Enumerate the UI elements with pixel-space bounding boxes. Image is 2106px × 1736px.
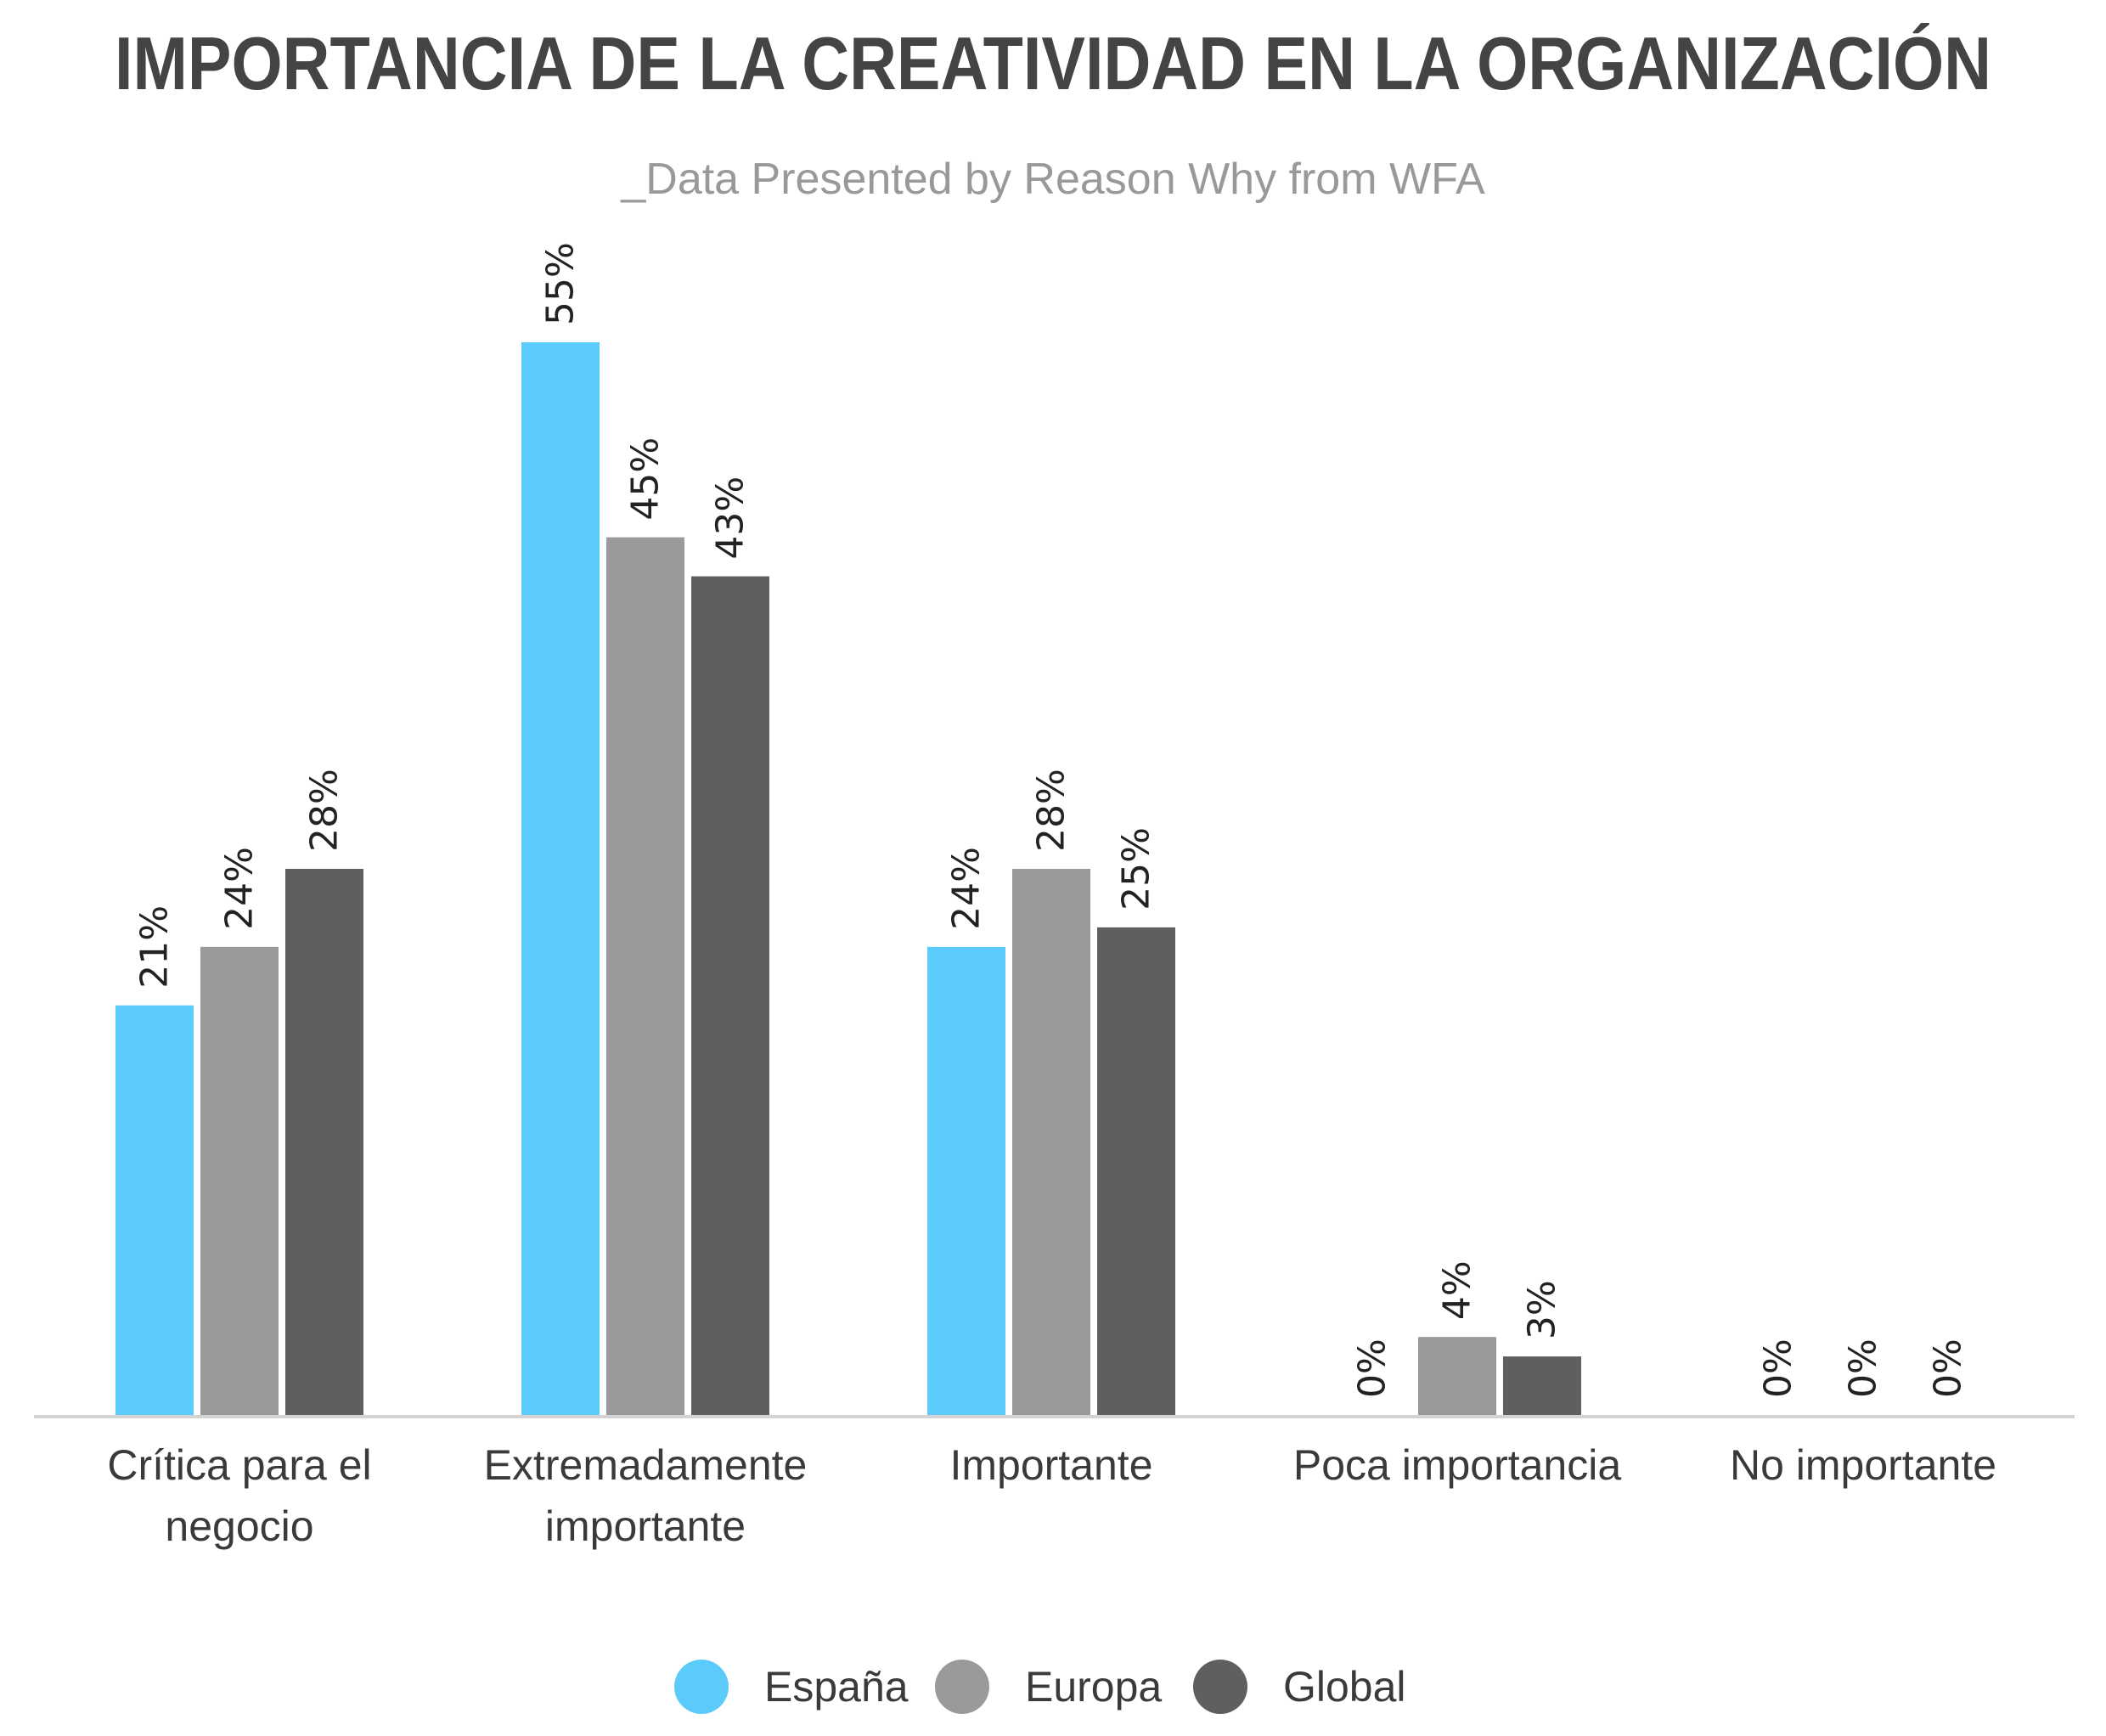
bar-importante-espana <box>927 946 1005 1415</box>
legend-label-espana: España <box>764 1663 909 1711</box>
data-label-poca-importancia-global: 3% <box>1521 1280 1564 1339</box>
chart-subtitle: _Data Presented by Reason Why from WFA <box>620 155 1485 204</box>
category-labels: Crítica para el negocio Extremadamente impo… <box>107 1441 1996 1550</box>
bar-poca-importancia-europa <box>1418 1337 1496 1415</box>
data-label-extremadamente-importante-europa: 45% <box>624 437 667 521</box>
bar-extremadamente-importante-espana <box>521 342 600 1415</box>
bar-critica-para-el-negocio-europa <box>200 946 279 1415</box>
legend-swatch-espana <box>674 1660 729 1714</box>
data-label-critica-para-el-negocio-espana: 21% <box>133 905 177 989</box>
data-label-importante-europa: 28% <box>1030 769 1073 852</box>
chart-title: IMPORTANCIA DE LA CREATIVIDAD EN LA ORGA… <box>115 21 1991 105</box>
plot-area: 21% 24% 28% 55% 45% 43% 24% 28% 25% 0% 4% 3% 0% 0% 0% <box>115 242 1970 1415</box>
legend-label-global: Global <box>1283 1663 1406 1711</box>
data-label-poca-importancia-espana: 0% <box>1351 1339 1394 1398</box>
legend-label-europa: Europa <box>1025 1663 1162 1711</box>
bar-critica-para-el-negocio-espana <box>115 1005 194 1415</box>
category-label-no-importante: No importante <box>1730 1441 1996 1489</box>
data-label-no-importante-europa: 0% <box>1842 1339 1885 1398</box>
category-label-critica-para-el-negocio: Crítica para el negocio <box>107 1441 371 1550</box>
bar-poca-importancia-global <box>1503 1356 1581 1415</box>
data-label-extremadamente-importante-espana: 55% <box>539 242 583 325</box>
bar-importante-global <box>1097 927 1175 1415</box>
data-label-critica-para-el-negocio-global: 28% <box>303 769 346 852</box>
category-label-extremadamente-importante: Extremadamente importante <box>484 1441 808 1550</box>
bar-critica-para-el-negocio-global <box>285 869 363 1415</box>
data-label-critica-para-el-negocio-europa: 24% <box>218 847 262 930</box>
legend-swatch-europa <box>935 1660 989 1714</box>
data-label-no-importante-global: 0% <box>1927 1339 1970 1398</box>
data-label-importante-espana: 24% <box>945 847 988 930</box>
data-label-poca-importancia-europa: 4% <box>1436 1260 1479 1320</box>
bar-importante-europa <box>1012 869 1090 1415</box>
bar-extremadamente-importante-europa <box>606 537 684 1415</box>
data-label-importante-global: 25% <box>1115 827 1158 910</box>
legend: España Europa Global <box>674 1660 1406 1714</box>
bar-extremadamente-importante-global <box>691 576 769 1415</box>
category-label-poca-importancia: Poca importancia <box>1293 1441 1621 1489</box>
data-label-extremadamente-importante-global: 43% <box>709 476 752 560</box>
category-label-importante: Importante <box>949 1441 1152 1489</box>
legend-swatch-global <box>1193 1660 1247 1714</box>
data-label-no-importante-espana: 0% <box>1757 1339 1800 1398</box>
